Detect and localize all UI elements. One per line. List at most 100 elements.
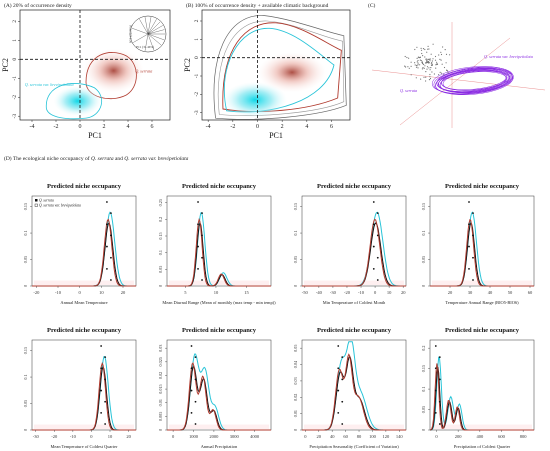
- occurrence-marker: [194, 378, 197, 381]
- niche-plot-3: Predicted niche occupancy -50 -40 -30 -20 -10…: [293, 183, 407, 305]
- brevipetiolata-density: [223, 81, 288, 118]
- point-serrata: [431, 60, 433, 62]
- loading-arrow: [133, 33, 149, 43]
- serrata-contour: [222, 22, 342, 112]
- plot-title: Predicted niche occupancy: [317, 183, 392, 190]
- plot-area: [45, 48, 144, 120]
- curve-serrata-red: [32, 362, 136, 431]
- point-serrata: [444, 49, 446, 51]
- brevipetiolata-contour: [223, 27, 335, 113]
- point-serrata: [428, 58, 430, 61]
- occurrence-marker: [190, 389, 193, 392]
- label-serrata: Q. serrata: [400, 88, 417, 93]
- y-tick-label: 1: [12, 39, 18, 42]
- point-serrata: [429, 60, 431, 62]
- y-axis-label: PC2: [1, 58, 10, 72]
- occurrence-marker: [104, 400, 107, 403]
- niche-plot-4: Predicted niche occupancy 20 30 40 50 60 0 0.05…: [421, 183, 535, 305]
- x-tick-label: 4: [127, 124, 130, 130]
- y-tick-label: -2: [194, 92, 200, 97]
- background-band: [34, 280, 134, 285]
- y-tick-label: 0.1: [421, 386, 426, 391]
- point-serrata: [423, 67, 425, 69]
- occurrence-marker: [434, 389, 437, 392]
- point-serrata: [417, 62, 419, 64]
- x-tick-label: 3000: [230, 434, 240, 439]
- y-tick-label: 0: [23, 285, 28, 287]
- occurrence-marker: [100, 367, 103, 370]
- y-tick-label: 0.15: [158, 232, 163, 239]
- x-tick-label: 20: [317, 434, 322, 439]
- point-serrata: [408, 57, 410, 59]
- point-serrata: [427, 58, 429, 61]
- x-tick-label: 30: [468, 290, 473, 295]
- point-serrata: [434, 55, 437, 58]
- x-tick-label: 0: [79, 290, 82, 295]
- x-tick-label: 4: [305, 124, 308, 130]
- x-tick-label: 80: [357, 434, 362, 439]
- y-tick-label: 0.05: [293, 345, 298, 352]
- loading-arrow: [147, 33, 155, 51]
- panel-a: PC1 (31.46%)PC2 (22.73%) Q. serrata var. …: [1, 9, 171, 140]
- legend-serrata: Q. serrata: [39, 199, 54, 203]
- point-serrata: [425, 62, 427, 64]
- y-tick-label: -3: [194, 110, 200, 115]
- background-band: [34, 424, 134, 429]
- y-tick-label: 0.04: [293, 360, 298, 368]
- serrata-density: [258, 52, 327, 93]
- y-tick-label: 0.1: [293, 230, 298, 235]
- x-tick-label: -20: [51, 434, 58, 439]
- point-serrata: [404, 55, 406, 58]
- background-contour: [217, 20, 345, 116]
- loading-arrow: [144, 17, 149, 35]
- curve-serrata-red: [302, 353, 406, 431]
- y-tick-label: -2: [12, 95, 18, 100]
- y-tick-label: 0.1: [158, 250, 163, 255]
- panel-b: -4 -2 0 2 4 6 2 1 0 -1 -2 -3 PC1 PC2: [183, 9, 351, 140]
- x-tick-label: 0: [435, 434, 438, 439]
- niche-plot-2: Predicted niche occupancy 5 10 15 0 0.05 0.1 0.…: [158, 183, 276, 305]
- x-tick-label: 400: [476, 434, 484, 439]
- x-tick-label: 20: [448, 290, 453, 295]
- x-tick-label: 50: [508, 290, 513, 295]
- inset-pc1-label: PC1 (31.46%): [136, 45, 154, 49]
- occurrence-marker: [110, 212, 112, 215]
- point-serrata: [441, 63, 443, 65]
- point-serrata: [410, 65, 412, 67]
- y-tick-label: 0: [158, 285, 163, 287]
- y-tick-label: 0.15: [23, 203, 28, 210]
- occurrence-marker: [438, 356, 441, 359]
- y-tick-label: 0: [194, 56, 200, 59]
- point-serrata: [421, 61, 423, 64]
- x-tick-label: -30: [33, 434, 40, 439]
- point-serrata: [431, 63, 433, 65]
- occurrence-marker: [376, 279, 379, 281]
- occurrence-marker: [434, 345, 437, 347]
- curve-serrata-red: [302, 218, 406, 287]
- x-tick-label: 0: [256, 124, 259, 130]
- loading-arrow: [139, 19, 149, 35]
- point-serrata: [410, 74, 412, 76]
- x-tick-label: 4000: [250, 434, 260, 439]
- x-tick-label: -40: [316, 290, 323, 295]
- point-serrata: [414, 62, 416, 64]
- occurrence-marker: [197, 201, 199, 203]
- x-tick-label: 6: [330, 124, 333, 130]
- occurrence-marker: [190, 367, 193, 370]
- y-tick-label: 0.1: [23, 230, 28, 235]
- y-tick-label: 0.2: [421, 346, 426, 351]
- point-serrata: [422, 55, 424, 57]
- occurrence-marker: [372, 201, 375, 203]
- niche-plot-5: Predicted niche occupancy -30 -20 -10 0 10 20 0…: [23, 327, 137, 449]
- point-serrata: [421, 68, 423, 70]
- x-tick-label: 10: [387, 290, 392, 295]
- point-serrata: [420, 47, 422, 50]
- brevipetiolata-contour: [45, 83, 103, 120]
- occurrence-marker: [197, 223, 199, 226]
- point-serrata: [446, 69, 448, 71]
- point-serrata: [420, 60, 423, 62]
- occurrence-marker: [197, 245, 199, 248]
- y-axis-label: PC2: [183, 58, 192, 72]
- occurrence-marker: [434, 367, 437, 370]
- plot-frame: [166, 339, 272, 431]
